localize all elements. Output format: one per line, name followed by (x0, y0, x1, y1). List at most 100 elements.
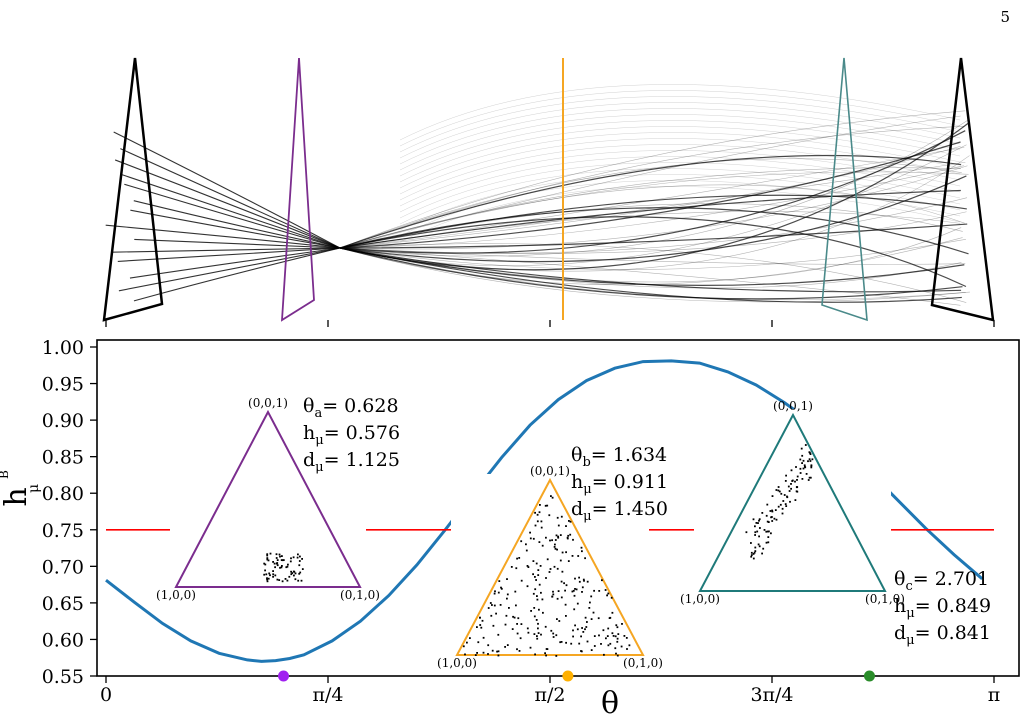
bifurcation-branch (339, 141, 961, 249)
attractor-dot (533, 615, 536, 618)
attractor-dot (275, 553, 278, 556)
attractor-dot (479, 624, 482, 626)
attractor-dot (752, 557, 755, 560)
attractor-dot (557, 536, 560, 539)
attractor-dot (518, 650, 521, 652)
attractor-dot (621, 623, 623, 625)
attractor-dot (777, 489, 780, 492)
attractor-dot (267, 577, 270, 580)
attractor-dot (469, 637, 471, 639)
attractor-dot (758, 535, 760, 538)
inset-background (694, 409, 891, 597)
attractor-dot (533, 633, 536, 635)
attractor-dot (590, 618, 593, 620)
attractor-dot (464, 653, 466, 656)
attractor-dot (767, 541, 770, 544)
attractor-dot (586, 621, 588, 623)
vertex-label: (1,0,0) (437, 656, 477, 670)
bifurcation-branch (339, 247, 966, 303)
attractor-dot (799, 472, 802, 474)
attractor-dot (516, 557, 518, 560)
attractor-dot (752, 553, 755, 555)
attractor-dot (287, 563, 289, 566)
vertex-label: (1,0,0) (680, 592, 720, 606)
attractor-dot (269, 574, 271, 577)
attractor-dot (299, 571, 302, 574)
attractor-dot (529, 537, 532, 540)
attractor-dot (572, 538, 574, 541)
attractor-dot (534, 511, 536, 514)
attractor-dot (609, 642, 612, 645)
attractor-dot (608, 617, 611, 619)
attractor-dot (771, 495, 774, 497)
attractor-dot (542, 611, 544, 614)
attractor-dot (544, 652, 546, 655)
attractor-dot (515, 567, 518, 570)
attractor-dot (274, 574, 277, 577)
attractor-dot (292, 556, 295, 559)
attractor-dot (601, 579, 603, 582)
y-tick-label: 0.95 (42, 374, 84, 396)
attractor-dot (559, 559, 562, 562)
bifurcation-branch (105, 224, 341, 249)
attractor-dot (267, 559, 270, 562)
attractor-dot (555, 655, 558, 657)
attractor-dot (527, 631, 530, 634)
annotation-line: hμ= 0.849 (894, 595, 991, 621)
attractor-dot (298, 560, 301, 562)
attractor-dot (561, 551, 564, 554)
attractor-dot (298, 572, 301, 575)
attractor-dot (574, 624, 576, 627)
attractor-dot (750, 551, 753, 554)
attractor-dot (480, 626, 483, 629)
attractor-dot (516, 623, 518, 625)
attractor-dot (592, 611, 595, 614)
attractor-dot (774, 509, 777, 511)
attractor-dot (550, 629, 553, 632)
bifurcation-branch (399, 120, 961, 177)
bifurcation-branch (118, 247, 341, 292)
attractor-dot (482, 651, 485, 654)
attractor-dot (268, 572, 271, 575)
inset-background (451, 474, 649, 661)
attractor-dot (616, 626, 619, 629)
attractor-dot (803, 464, 806, 467)
attractor-dot (574, 577, 576, 580)
y-axis: 1.00 0.95 0.90 0.85 0.80 0.75 0.70 0.65 0.60 0.55 (42, 337, 97, 688)
attractor-dot (566, 536, 569, 539)
bifurcation-branch (339, 197, 968, 254)
attractor-dot (775, 518, 778, 521)
attractor-dot (555, 534, 558, 537)
attractor-dot (809, 451, 811, 454)
attractor-dot (532, 537, 535, 540)
attractor-dot (266, 557, 269, 559)
attractor-dot (758, 545, 761, 548)
attractor-dot (286, 565, 289, 568)
bifurcation-branch (129, 247, 341, 279)
attractor-dot (536, 520, 539, 523)
bifurcation-branch (133, 200, 341, 249)
attractor-dot (272, 575, 274, 578)
attractor-dot (284, 578, 287, 580)
bifurcation-branch (133, 247, 341, 302)
attractor-dot (805, 473, 808, 475)
bifurcation-branch (114, 159, 341, 249)
vertex-label: (0,1,0) (340, 588, 380, 602)
bifurcation-branch (339, 189, 961, 249)
bifurcation-branch (339, 145, 961, 249)
attractor-dot (564, 589, 566, 592)
attractor-dot (766, 520, 769, 523)
attractor-dot (589, 601, 591, 604)
attractor-dot (578, 580, 581, 583)
attractor-dot (557, 524, 560, 527)
attractor-dot (537, 632, 540, 634)
attractor-dot (756, 530, 759, 533)
attractor-dot (297, 553, 299, 556)
attractor-dot (782, 500, 785, 502)
attractor-dot (585, 626, 588, 628)
attractor-dot (761, 552, 763, 555)
attractor-dot (266, 580, 269, 583)
attractor-dot (280, 559, 283, 561)
attractor-dot (281, 565, 283, 567)
attractor-dot (489, 602, 492, 604)
